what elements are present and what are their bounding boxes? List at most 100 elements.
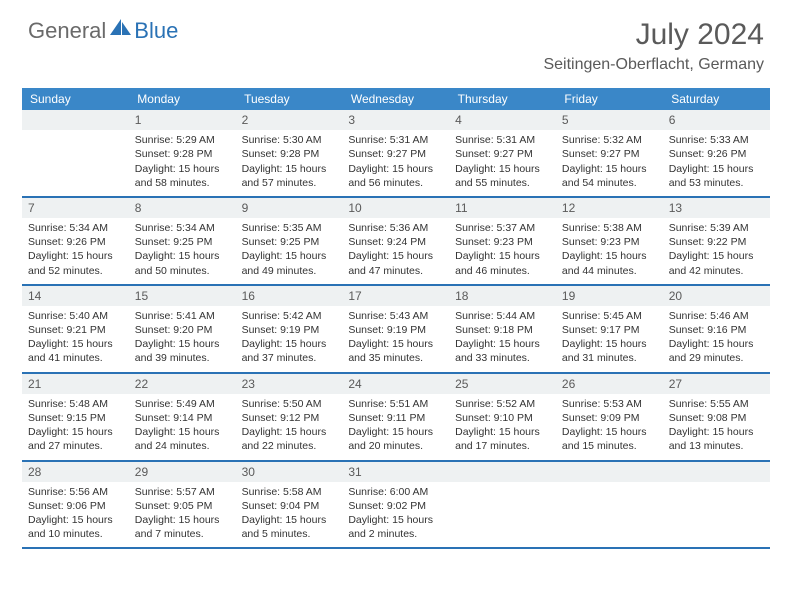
- daylight-text: and 29 minutes.: [669, 351, 764, 365]
- daylight-text: Daylight: 15 hours: [455, 425, 550, 439]
- sunrise-text: Sunrise: 5:29 AM: [135, 133, 230, 147]
- calendar-table: Sunday Monday Tuesday Wednesday Thursday…: [22, 88, 770, 549]
- sunset-text: Sunset: 9:16 PM: [669, 323, 764, 337]
- day-number: 8: [129, 198, 236, 218]
- sunrise-text: Sunrise: 5:36 AM: [348, 221, 443, 235]
- sunrise-text: Sunrise: 5:31 AM: [348, 133, 443, 147]
- weekday-header: Tuesday: [236, 88, 343, 110]
- day-cell: 3Sunrise: 5:31 AMSunset: 9:27 PMDaylight…: [342, 110, 449, 197]
- day-number: 15: [129, 286, 236, 306]
- day-cell: 23Sunrise: 5:50 AMSunset: 9:12 PMDayligh…: [236, 373, 343, 461]
- weekday-header: Saturday: [663, 88, 770, 110]
- daylight-text: Daylight: 15 hours: [242, 513, 337, 527]
- sunrise-text: Sunrise: 5:51 AM: [348, 397, 443, 411]
- day-cell: 6Sunrise: 5:33 AMSunset: 9:26 PMDaylight…: [663, 110, 770, 197]
- daylight-text: Daylight: 15 hours: [669, 337, 764, 351]
- sunset-text: Sunset: 9:27 PM: [348, 147, 443, 161]
- day-number: 2: [236, 110, 343, 130]
- sunrise-text: Sunrise: 5:43 AM: [348, 309, 443, 323]
- daylight-text: Daylight: 15 hours: [562, 337, 657, 351]
- day-cell: 25Sunrise: 5:52 AMSunset: 9:10 PMDayligh…: [449, 373, 556, 461]
- daylight-text: Daylight: 15 hours: [348, 249, 443, 263]
- day-number: 30: [236, 462, 343, 482]
- sunset-text: Sunset: 9:24 PM: [348, 235, 443, 249]
- day-cell: 13Sunrise: 5:39 AMSunset: 9:22 PMDayligh…: [663, 197, 770, 285]
- day-number: 5: [556, 110, 663, 130]
- daylight-text: and 37 minutes.: [242, 351, 337, 365]
- day-number: 12: [556, 198, 663, 218]
- brand-part1: General: [28, 18, 106, 44]
- day-cell: 19Sunrise: 5:45 AMSunset: 9:17 PMDayligh…: [556, 285, 663, 373]
- daylight-text: Daylight: 15 hours: [455, 249, 550, 263]
- daylight-text: Daylight: 15 hours: [135, 162, 230, 176]
- weekday-header: Monday: [129, 88, 236, 110]
- sunset-text: Sunset: 9:06 PM: [28, 499, 123, 513]
- sunrise-text: Sunrise: 5:34 AM: [135, 221, 230, 235]
- day-cell: 26Sunrise: 5:53 AMSunset: 9:09 PMDayligh…: [556, 373, 663, 461]
- daylight-text: Daylight: 15 hours: [28, 249, 123, 263]
- day-number: 18: [449, 286, 556, 306]
- daylight-text: and 50 minutes.: [135, 264, 230, 278]
- daylight-text: Daylight: 15 hours: [669, 425, 764, 439]
- day-number: 10: [342, 198, 449, 218]
- sunset-text: Sunset: 9:11 PM: [348, 411, 443, 425]
- day-number: 27: [663, 374, 770, 394]
- daylight-text: and 41 minutes.: [28, 351, 123, 365]
- title-block: July 2024 Seitingen-Oberflacht, Germany: [543, 18, 764, 74]
- sunrise-text: Sunrise: 6:00 AM: [348, 485, 443, 499]
- daylight-text: and 13 minutes.: [669, 439, 764, 453]
- calendar-body: 1Sunrise: 5:29 AMSunset: 9:28 PMDaylight…: [22, 110, 770, 548]
- sunrise-text: Sunrise: 5:32 AM: [562, 133, 657, 147]
- weekday-header: Wednesday: [342, 88, 449, 110]
- weekday-header: Friday: [556, 88, 663, 110]
- day-cell: 24Sunrise: 5:51 AMSunset: 9:11 PMDayligh…: [342, 373, 449, 461]
- day-cell: 28Sunrise: 5:56 AMSunset: 9:06 PMDayligh…: [22, 461, 129, 549]
- sunrise-text: Sunrise: 5:39 AM: [669, 221, 764, 235]
- day-cell: 12Sunrise: 5:38 AMSunset: 9:23 PMDayligh…: [556, 197, 663, 285]
- day-cell: 18Sunrise: 5:44 AMSunset: 9:18 PMDayligh…: [449, 285, 556, 373]
- empty-cell: [663, 461, 770, 549]
- sunset-text: Sunset: 9:26 PM: [669, 147, 764, 161]
- sunset-text: Sunset: 9:27 PM: [562, 147, 657, 161]
- sunrise-text: Sunrise: 5:34 AM: [28, 221, 123, 235]
- day-number: 26: [556, 374, 663, 394]
- day-number: [556, 462, 663, 482]
- sunset-text: Sunset: 9:19 PM: [348, 323, 443, 337]
- daylight-text: and 31 minutes.: [562, 351, 657, 365]
- day-cell: 11Sunrise: 5:37 AMSunset: 9:23 PMDayligh…: [449, 197, 556, 285]
- daylight-text: and 55 minutes.: [455, 176, 550, 190]
- day-number: 31: [342, 462, 449, 482]
- week-row: 14Sunrise: 5:40 AMSunset: 9:21 PMDayligh…: [22, 285, 770, 373]
- day-number: 13: [663, 198, 770, 218]
- sunrise-text: Sunrise: 5:38 AM: [562, 221, 657, 235]
- day-number: 24: [342, 374, 449, 394]
- week-row: 1Sunrise: 5:29 AMSunset: 9:28 PMDaylight…: [22, 110, 770, 197]
- day-cell: 14Sunrise: 5:40 AMSunset: 9:21 PMDayligh…: [22, 285, 129, 373]
- daylight-text: and 7 minutes.: [135, 527, 230, 541]
- daylight-text: Daylight: 15 hours: [135, 337, 230, 351]
- daylight-text: Daylight: 15 hours: [28, 513, 123, 527]
- day-cell: 4Sunrise: 5:31 AMSunset: 9:27 PMDaylight…: [449, 110, 556, 197]
- day-number: 7: [22, 198, 129, 218]
- day-cell: 16Sunrise: 5:42 AMSunset: 9:19 PMDayligh…: [236, 285, 343, 373]
- sunrise-text: Sunrise: 5:58 AM: [242, 485, 337, 499]
- sunrise-text: Sunrise: 5:33 AM: [669, 133, 764, 147]
- sunset-text: Sunset: 9:09 PM: [562, 411, 657, 425]
- day-cell: 22Sunrise: 5:49 AMSunset: 9:14 PMDayligh…: [129, 373, 236, 461]
- week-row: 7Sunrise: 5:34 AMSunset: 9:26 PMDaylight…: [22, 197, 770, 285]
- sunset-text: Sunset: 9:17 PM: [562, 323, 657, 337]
- day-number: 17: [342, 286, 449, 306]
- daylight-text: Daylight: 15 hours: [455, 162, 550, 176]
- sunset-text: Sunset: 9:22 PM: [669, 235, 764, 249]
- day-cell: 2Sunrise: 5:30 AMSunset: 9:28 PMDaylight…: [236, 110, 343, 197]
- day-cell: 1Sunrise: 5:29 AMSunset: 9:28 PMDaylight…: [129, 110, 236, 197]
- day-cell: 15Sunrise: 5:41 AMSunset: 9:20 PMDayligh…: [129, 285, 236, 373]
- sunset-text: Sunset: 9:23 PM: [455, 235, 550, 249]
- sunrise-text: Sunrise: 5:53 AM: [562, 397, 657, 411]
- empty-cell: [556, 461, 663, 549]
- sunset-text: Sunset: 9:23 PM: [562, 235, 657, 249]
- daylight-text: and 44 minutes.: [562, 264, 657, 278]
- brand-sail-icon: [110, 19, 132, 42]
- day-number: [449, 462, 556, 482]
- day-number: 11: [449, 198, 556, 218]
